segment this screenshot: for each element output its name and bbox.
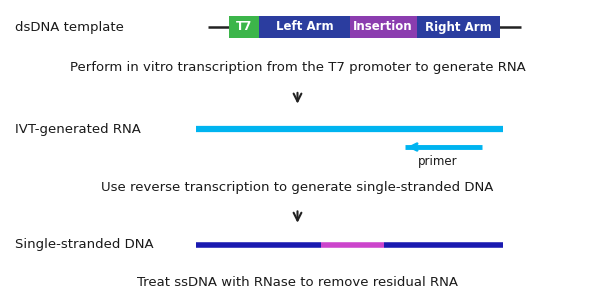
FancyBboxPatch shape bbox=[350, 16, 416, 38]
Text: Insertion: Insertion bbox=[353, 20, 413, 34]
Text: IVT-generated RNA: IVT-generated RNA bbox=[15, 122, 141, 136]
FancyBboxPatch shape bbox=[229, 16, 259, 38]
Text: Left Arm: Left Arm bbox=[275, 20, 333, 34]
FancyBboxPatch shape bbox=[416, 16, 500, 38]
Text: Use reverse transcription to generate single-stranded DNA: Use reverse transcription to generate si… bbox=[101, 181, 494, 194]
Text: dsDNA template: dsDNA template bbox=[15, 20, 124, 34]
Text: Single-stranded DNA: Single-stranded DNA bbox=[15, 238, 154, 251]
Text: primer: primer bbox=[418, 155, 457, 169]
Text: Perform in vitro transcription from the T7 promoter to generate RNA: Perform in vitro transcription from the … bbox=[70, 61, 525, 74]
FancyBboxPatch shape bbox=[259, 16, 350, 38]
Text: Treat ssDNA with RNase to remove residual RNA: Treat ssDNA with RNase to remove residua… bbox=[137, 275, 458, 289]
Text: T7: T7 bbox=[236, 20, 252, 34]
Text: Right Arm: Right Arm bbox=[425, 20, 491, 34]
